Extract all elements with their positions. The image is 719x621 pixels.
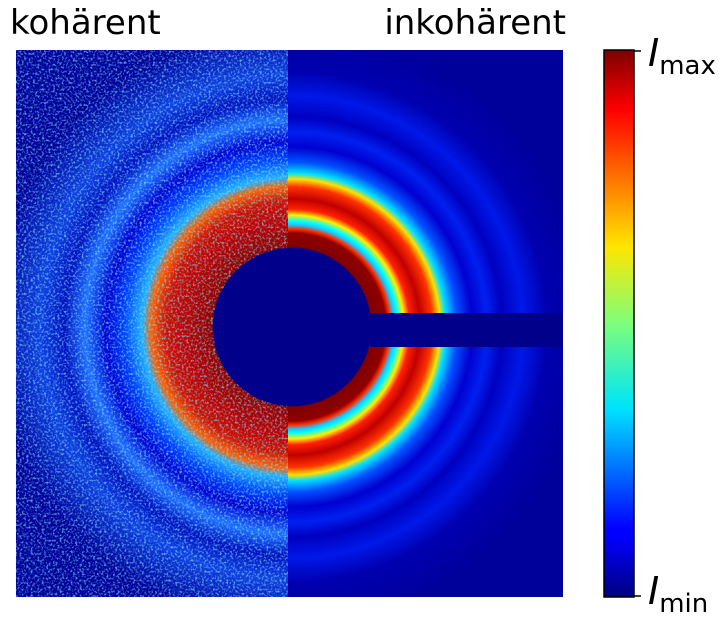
colorbar-max-label: Imax xyxy=(648,31,716,81)
label-part: I xyxy=(648,569,659,613)
label-part: I xyxy=(648,31,659,75)
label-part: max xyxy=(659,51,716,81)
label-part: min xyxy=(659,589,708,619)
colorbar-min-label: Imin xyxy=(648,569,708,619)
left-label: kohärent xyxy=(10,3,161,43)
right-label: inkohärent xyxy=(384,3,566,43)
colorbar xyxy=(603,49,641,598)
diffraction-image xyxy=(16,50,563,597)
